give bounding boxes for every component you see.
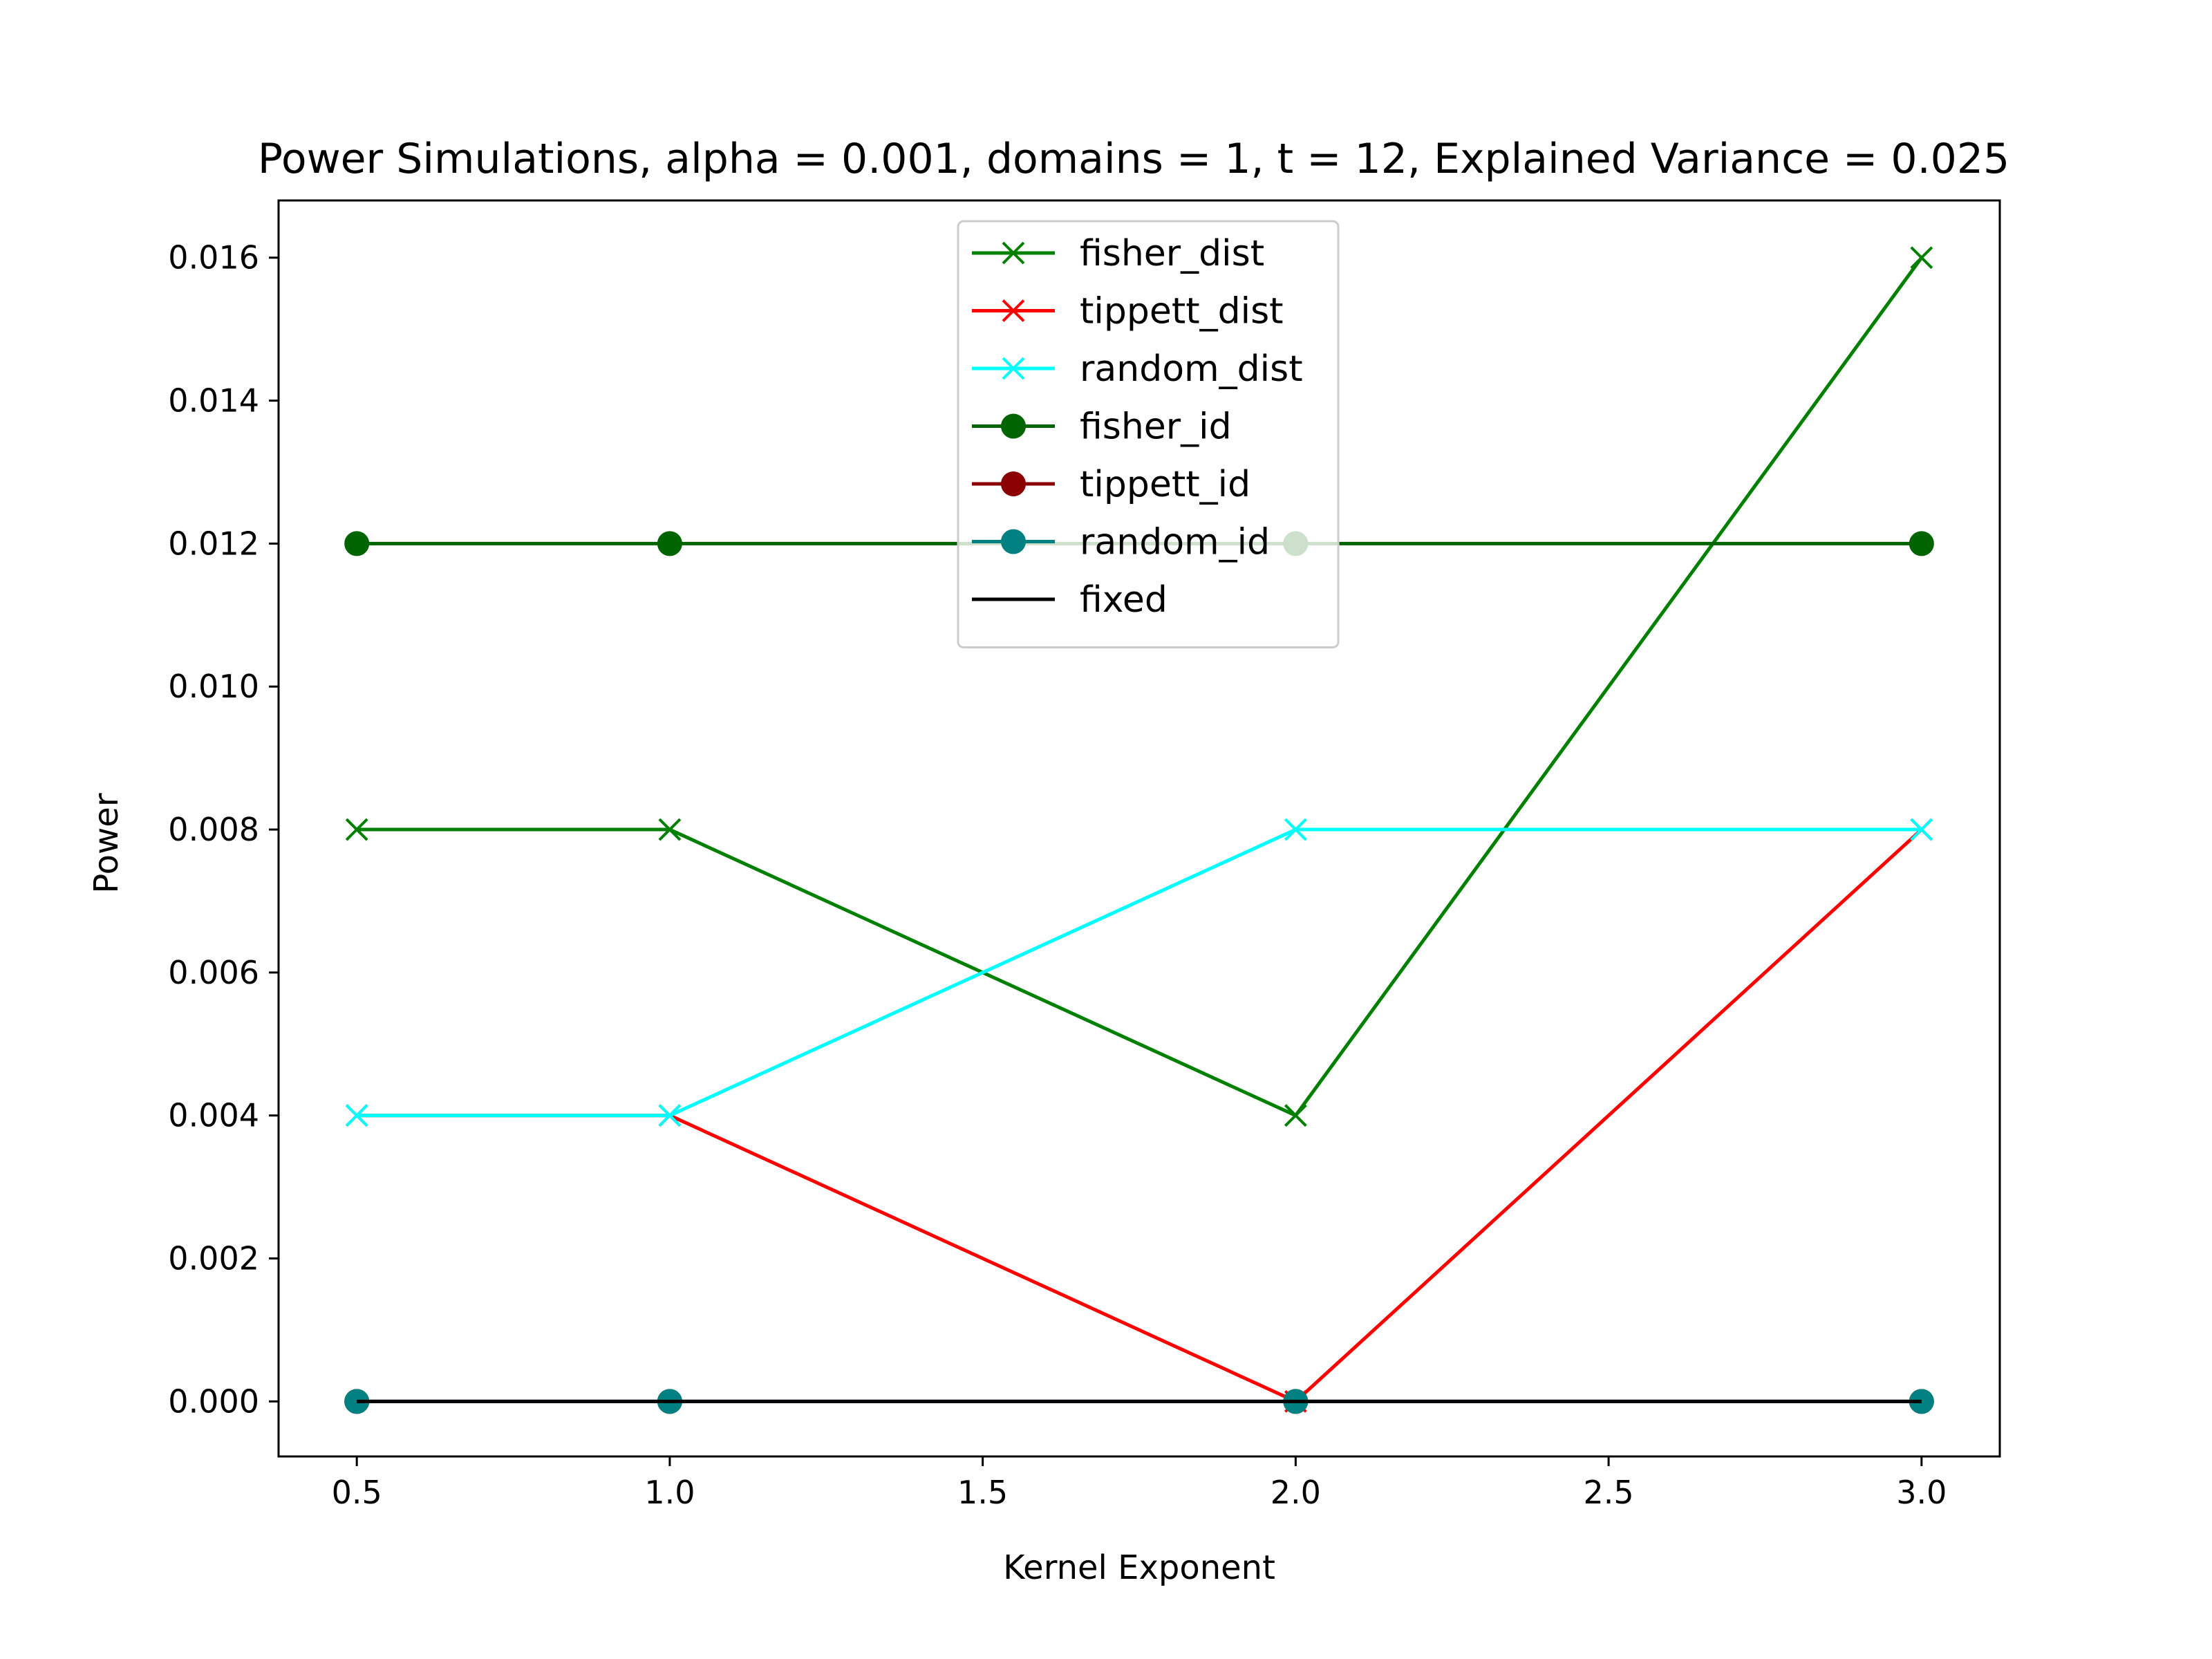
fisher-dist-point [658, 818, 682, 841]
x-tick-label: 2.0 [1271, 1474, 1321, 1511]
legend-label: random_id [1080, 522, 1270, 563]
y-tick-label: 0.002 [168, 1240, 259, 1277]
legend-item-fixed: fixed [972, 579, 1168, 621]
legend-marker [1001, 471, 1026, 496]
x-tick-label: 2.5 [1584, 1474, 1634, 1511]
y-tick-label: 0.012 [168, 525, 259, 562]
y-tick-label: 0.006 [168, 954, 259, 991]
legend-item-tippett-id: tippett_id [972, 464, 1250, 505]
legend-item-fisher-id: fisher_id [972, 406, 1232, 448]
legend-marker [1001, 413, 1026, 439]
legend-item-fisher-dist: fisher_dist [972, 233, 1264, 274]
chart-title: Power Simulations, alpha = 0.001, domain… [258, 135, 2009, 183]
y-axis-ticks: 0.000 0.002 0.004 0.006 0.008 0.010 0.012 0.014… [168, 239, 279, 1420]
legend-label: fisher_dist [1080, 233, 1264, 274]
legend-label: tippett_dist [1080, 291, 1284, 332]
series-random-dist [345, 818, 1933, 1127]
legend-marker [1001, 529, 1026, 554]
x-tick-label: 1.0 [644, 1474, 695, 1511]
y-tick-label: 0.008 [168, 811, 259, 848]
y-tick-label: 0.000 [168, 1382, 259, 1420]
legend-item-random-dist: random_dist [972, 348, 1303, 390]
random-dist-point [1284, 818, 1307, 841]
random-dist-point [658, 1104, 682, 1127]
x-tick-label: 0.5 [332, 1474, 382, 1511]
fisher-id-point [657, 531, 682, 556]
fisher-dist-point [345, 818, 368, 841]
y-tick-label: 0.004 [168, 1097, 259, 1134]
fisher-dist-point [1910, 246, 1933, 270]
y-tick-label: 0.014 [168, 382, 259, 420]
x-axis-label: Kernel Exponent [1003, 1548, 1275, 1587]
fisher-id-point [1909, 531, 1934, 556]
x-axis-ticks: 0.5 1.0 1.5 2.0 2.5 3.0 [332, 1456, 1947, 1511]
random-dist-point [1910, 818, 1933, 841]
y-tick-label: 0.016 [168, 239, 259, 276]
legend-label: tippett_id [1080, 464, 1250, 505]
x-tick-label: 3.0 [1896, 1474, 1947, 1511]
legend-label: fixed [1080, 579, 1168, 621]
legend-marker [1002, 241, 1025, 265]
legend-marker [1002, 299, 1025, 322]
legend-marker [1002, 357, 1025, 380]
legend-item-tippett-dist: tippett_dist [972, 291, 1284, 332]
legend-item-random-id: random_id [972, 522, 1270, 563]
y-tick-label: 0.010 [168, 668, 259, 705]
legend: fisher_dist tippett_dist random_distfisher… [957, 220, 1340, 648]
random-dist-line [357, 827, 1922, 1118]
legend-label: fisher_id [1080, 406, 1232, 448]
legend-label: random_dist [1080, 348, 1303, 390]
y-axis-label: Power [87, 793, 126, 893]
fisher-id-point [344, 531, 370, 556]
fisher-dist-point [1284, 1104, 1307, 1127]
axes-frame [277, 199, 2001, 1458]
x-tick-label: 1.5 [957, 1474, 1008, 1511]
random-dist-point [345, 1104, 368, 1127]
